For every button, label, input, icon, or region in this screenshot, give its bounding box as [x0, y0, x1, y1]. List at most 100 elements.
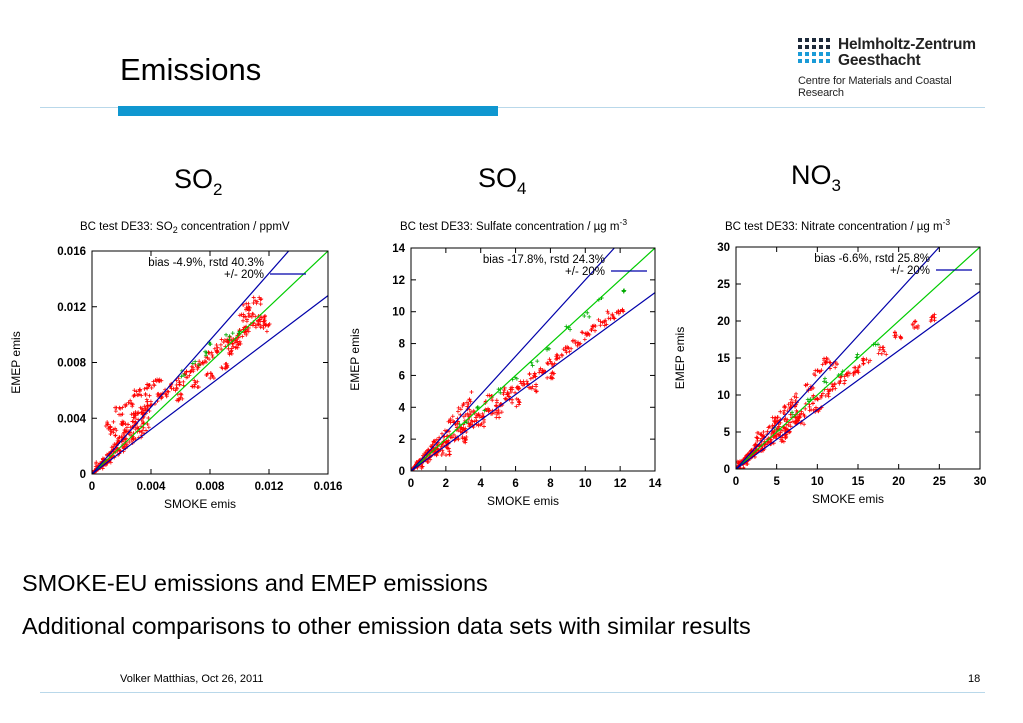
data-point — [579, 330, 584, 335]
logo-name-line1: Helmholtz-Zentrum — [838, 36, 976, 53]
data-point — [818, 395, 823, 400]
data-point — [475, 405, 480, 410]
data-point — [773, 420, 778, 425]
data-point — [108, 424, 113, 429]
data-point — [235, 339, 240, 344]
data-point — [228, 335, 233, 340]
data-point — [209, 371, 214, 376]
data-point — [802, 422, 807, 427]
reference-line-minus-20 — [91, 295, 329, 475]
data-point — [776, 432, 781, 437]
data-point — [547, 346, 552, 351]
logo-dot — [819, 59, 823, 63]
logo-dot — [819, 52, 823, 56]
data-point — [143, 408, 148, 413]
data-point — [195, 379, 200, 384]
data-point — [247, 308, 252, 313]
data-point — [827, 360, 832, 365]
data-point — [815, 396, 820, 401]
reference-line-minus-20 — [410, 292, 656, 472]
data-point — [820, 362, 825, 367]
logo-dot — [805, 45, 809, 49]
data-point — [146, 416, 151, 421]
data-point — [261, 325, 266, 330]
plot-frame — [410, 247, 656, 472]
data-point — [225, 365, 230, 370]
data-point — [203, 353, 208, 358]
logo-name-line2: Geesthacht — [838, 52, 921, 69]
y-tick-label: 0.012 — [57, 302, 86, 314]
data-point — [130, 404, 135, 409]
data-point — [450, 414, 455, 419]
x-tick-label: 10 — [579, 478, 592, 490]
data-point — [813, 373, 818, 378]
y-tick-label: 10 — [717, 390, 730, 402]
data-point — [222, 338, 227, 343]
data-point — [132, 392, 137, 397]
data-point — [533, 374, 538, 379]
data-point — [133, 413, 138, 418]
data-point — [498, 390, 503, 395]
data-point — [756, 431, 761, 436]
legend-range: +/- 20% — [224, 269, 264, 281]
data-point — [451, 432, 456, 437]
species-sub: 4 — [517, 179, 527, 198]
data-point — [525, 381, 530, 386]
data-point — [866, 360, 871, 365]
data-point — [616, 311, 621, 316]
logo-dot — [812, 38, 816, 42]
data-point — [207, 342, 212, 347]
data-point — [502, 385, 507, 390]
data-point — [787, 429, 792, 434]
data-point — [209, 350, 214, 355]
chart-title-rest: concentration / ppmV — [178, 221, 290, 233]
logo-dot — [805, 52, 809, 56]
data-point — [830, 387, 835, 392]
data-point — [208, 376, 213, 381]
y-tick-label: 25 — [717, 279, 730, 291]
data-point — [808, 397, 813, 402]
data-point — [237, 339, 242, 344]
data-point — [486, 406, 491, 411]
data-point — [463, 426, 468, 431]
data-point — [514, 385, 519, 390]
logo-dot — [812, 59, 816, 63]
data-point — [152, 383, 157, 388]
data-point — [772, 419, 777, 424]
data-point — [482, 408, 487, 413]
data-point — [552, 361, 557, 366]
data-point — [157, 378, 162, 383]
chart-title: BC test DE33: Sulfate concentration / µg… — [400, 217, 627, 233]
data-point — [853, 365, 858, 370]
data-point — [569, 346, 574, 351]
data-point — [117, 435, 122, 440]
data-point — [762, 444, 767, 449]
data-point — [486, 408, 491, 413]
data-point — [138, 387, 143, 392]
x-tick-label: 0 — [89, 481, 95, 493]
data-point — [529, 386, 534, 391]
data-point — [476, 423, 481, 428]
data-point — [622, 288, 627, 293]
data-point — [585, 310, 590, 315]
x-axis-label: SMOKE emis — [487, 494, 559, 508]
data-point — [114, 405, 119, 410]
data-point — [913, 319, 918, 324]
x-tick-label: 0.008 — [196, 481, 225, 493]
data-point — [813, 397, 818, 402]
data-point — [879, 351, 884, 356]
data-point — [765, 429, 770, 434]
data-point — [568, 327, 573, 332]
data-point — [421, 453, 426, 458]
data-point — [535, 359, 540, 364]
data-point — [244, 332, 249, 337]
data-point — [838, 378, 843, 383]
species-base: SO — [478, 163, 518, 193]
data-point — [139, 406, 144, 411]
data-point — [238, 341, 243, 346]
data-point — [479, 421, 484, 426]
data-point — [120, 422, 125, 427]
reference-line-minus-20 — [735, 290, 981, 470]
data-point — [451, 418, 456, 423]
data-point — [264, 329, 269, 334]
